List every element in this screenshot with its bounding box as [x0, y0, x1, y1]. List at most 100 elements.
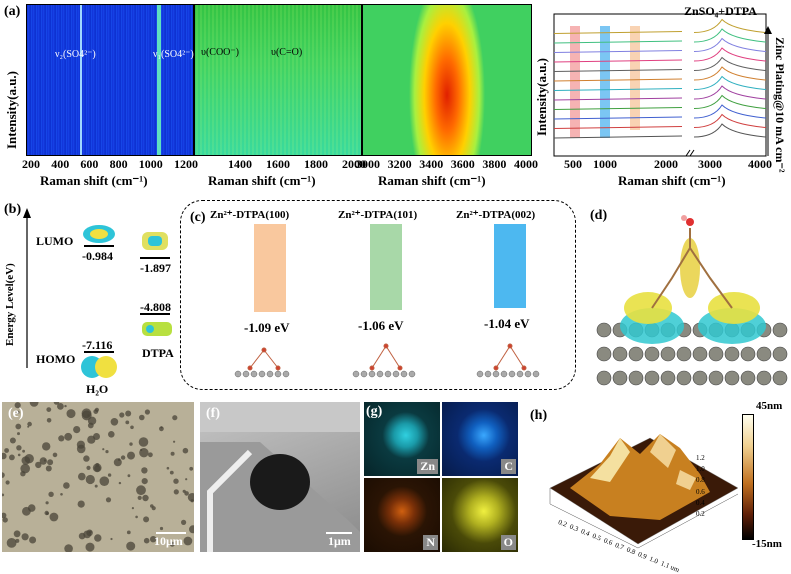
particle [183, 536, 193, 546]
particle [64, 432, 73, 441]
tick: 1.2 [696, 454, 705, 462]
particle [126, 541, 136, 551]
particle [16, 445, 22, 451]
particle [43, 459, 47, 462]
particle [64, 544, 73, 552]
particle [58, 435, 65, 442]
tick: 0.6 [696, 487, 705, 496]
colorbar-max: 45nm [756, 400, 783, 412]
particle [39, 457, 47, 465]
scale-bar-f [326, 532, 352, 534]
tick: 3800 [482, 157, 507, 171]
zn-atom [628, 370, 644, 386]
panel-d-label: (d) [590, 208, 608, 223]
particle [76, 444, 86, 454]
particle [2, 452, 7, 460]
particle [139, 414, 145, 421]
sem-image: (f) 1μm [200, 402, 360, 552]
tick: 4000 [513, 157, 538, 171]
particle [120, 455, 126, 460]
bar-value-101: -1.06 eV [358, 318, 404, 333]
energy-ylabel: Energy Level(eV) [4, 263, 16, 347]
particle [140, 448, 143, 452]
particle [22, 449, 25, 453]
homo-label: HOMO [36, 352, 76, 366]
particle [169, 541, 175, 547]
zn-atom [596, 346, 612, 362]
particle [2, 517, 8, 523]
particle [125, 410, 132, 417]
panel-c-box [180, 200, 576, 390]
tick: 800 [109, 157, 128, 171]
particle [125, 420, 130, 425]
particle [189, 525, 194, 534]
panel-a-ylabel: Intensity(a.u.) [4, 71, 19, 150]
particle [45, 501, 49, 505]
particle [6, 538, 17, 548]
particle [16, 410, 20, 414]
particle [150, 536, 157, 543]
zn-atom [644, 346, 660, 362]
eds-label-zn: Zn [417, 459, 438, 474]
zn-atom [740, 370, 756, 386]
zn-atom [676, 370, 692, 386]
particle [94, 465, 101, 472]
zn-atom [660, 346, 676, 362]
particle [185, 478, 188, 481]
eds-label-c: C [501, 459, 516, 474]
h2o-homo-orbital [81, 356, 117, 378]
afm-3d-surface [549, 434, 739, 549]
zn-atom [692, 370, 708, 386]
charge-density-model [596, 215, 788, 386]
particle [27, 421, 32, 427]
eds-map-o: O [442, 478, 518, 552]
particle [63, 482, 70, 489]
panel-b-label: (b) [4, 202, 22, 217]
particle [77, 500, 85, 508]
tick: 1400 [228, 157, 252, 171]
eds-label-n: N [423, 535, 438, 550]
zn-atom [756, 346, 772, 362]
particle [85, 474, 95, 485]
h2o-homo-value: -7.116 [82, 338, 113, 352]
dtpa-homo-value: -4.808 [140, 300, 171, 314]
particle [169, 470, 174, 475]
raman-heatmap-mid: υ(COO⁻) υ(C=O) [194, 4, 362, 156]
particle [105, 497, 112, 503]
particle [89, 530, 92, 534]
particle [17, 432, 20, 436]
spectra-arrow [764, 26, 772, 156]
particle [35, 461, 42, 469]
particle [73, 426, 81, 434]
particle [150, 504, 154, 508]
particle [85, 542, 95, 552]
tick: 3200 [387, 157, 412, 171]
heatmap2-ticks: 1400 1600 1800 2000 [228, 157, 366, 172]
zn-atom [708, 346, 724, 362]
spectrum-trace [553, 104, 767, 120]
spectrum-trace [553, 94, 767, 110]
optical-image: (e) 10μm [2, 402, 194, 552]
panel-g-label: (g) [366, 404, 383, 419]
energy-axis [23, 208, 31, 368]
tick: 3400 [419, 157, 444, 171]
so4-v2-line [80, 5, 82, 155]
particle [142, 494, 149, 502]
band-orange [630, 26, 640, 130]
particle [107, 473, 112, 477]
particle [4, 448, 9, 453]
band-red [570, 26, 580, 138]
zn-atom [612, 346, 628, 362]
particle [29, 402, 39, 407]
so4-v1-annotation: ν₁(SO4²⁻) [153, 49, 194, 60]
zn-atom [596, 370, 612, 386]
particle [182, 447, 189, 454]
spectrum-trace [553, 66, 767, 82]
scale-bar-e [156, 532, 186, 534]
particle [141, 467, 148, 474]
spectrum-trace [553, 113, 767, 129]
panel-f-label: (f) [206, 406, 220, 421]
particle [189, 466, 194, 471]
spectra-tick-1000: 1000 [593, 157, 617, 171]
spectrum-trace [553, 75, 767, 91]
